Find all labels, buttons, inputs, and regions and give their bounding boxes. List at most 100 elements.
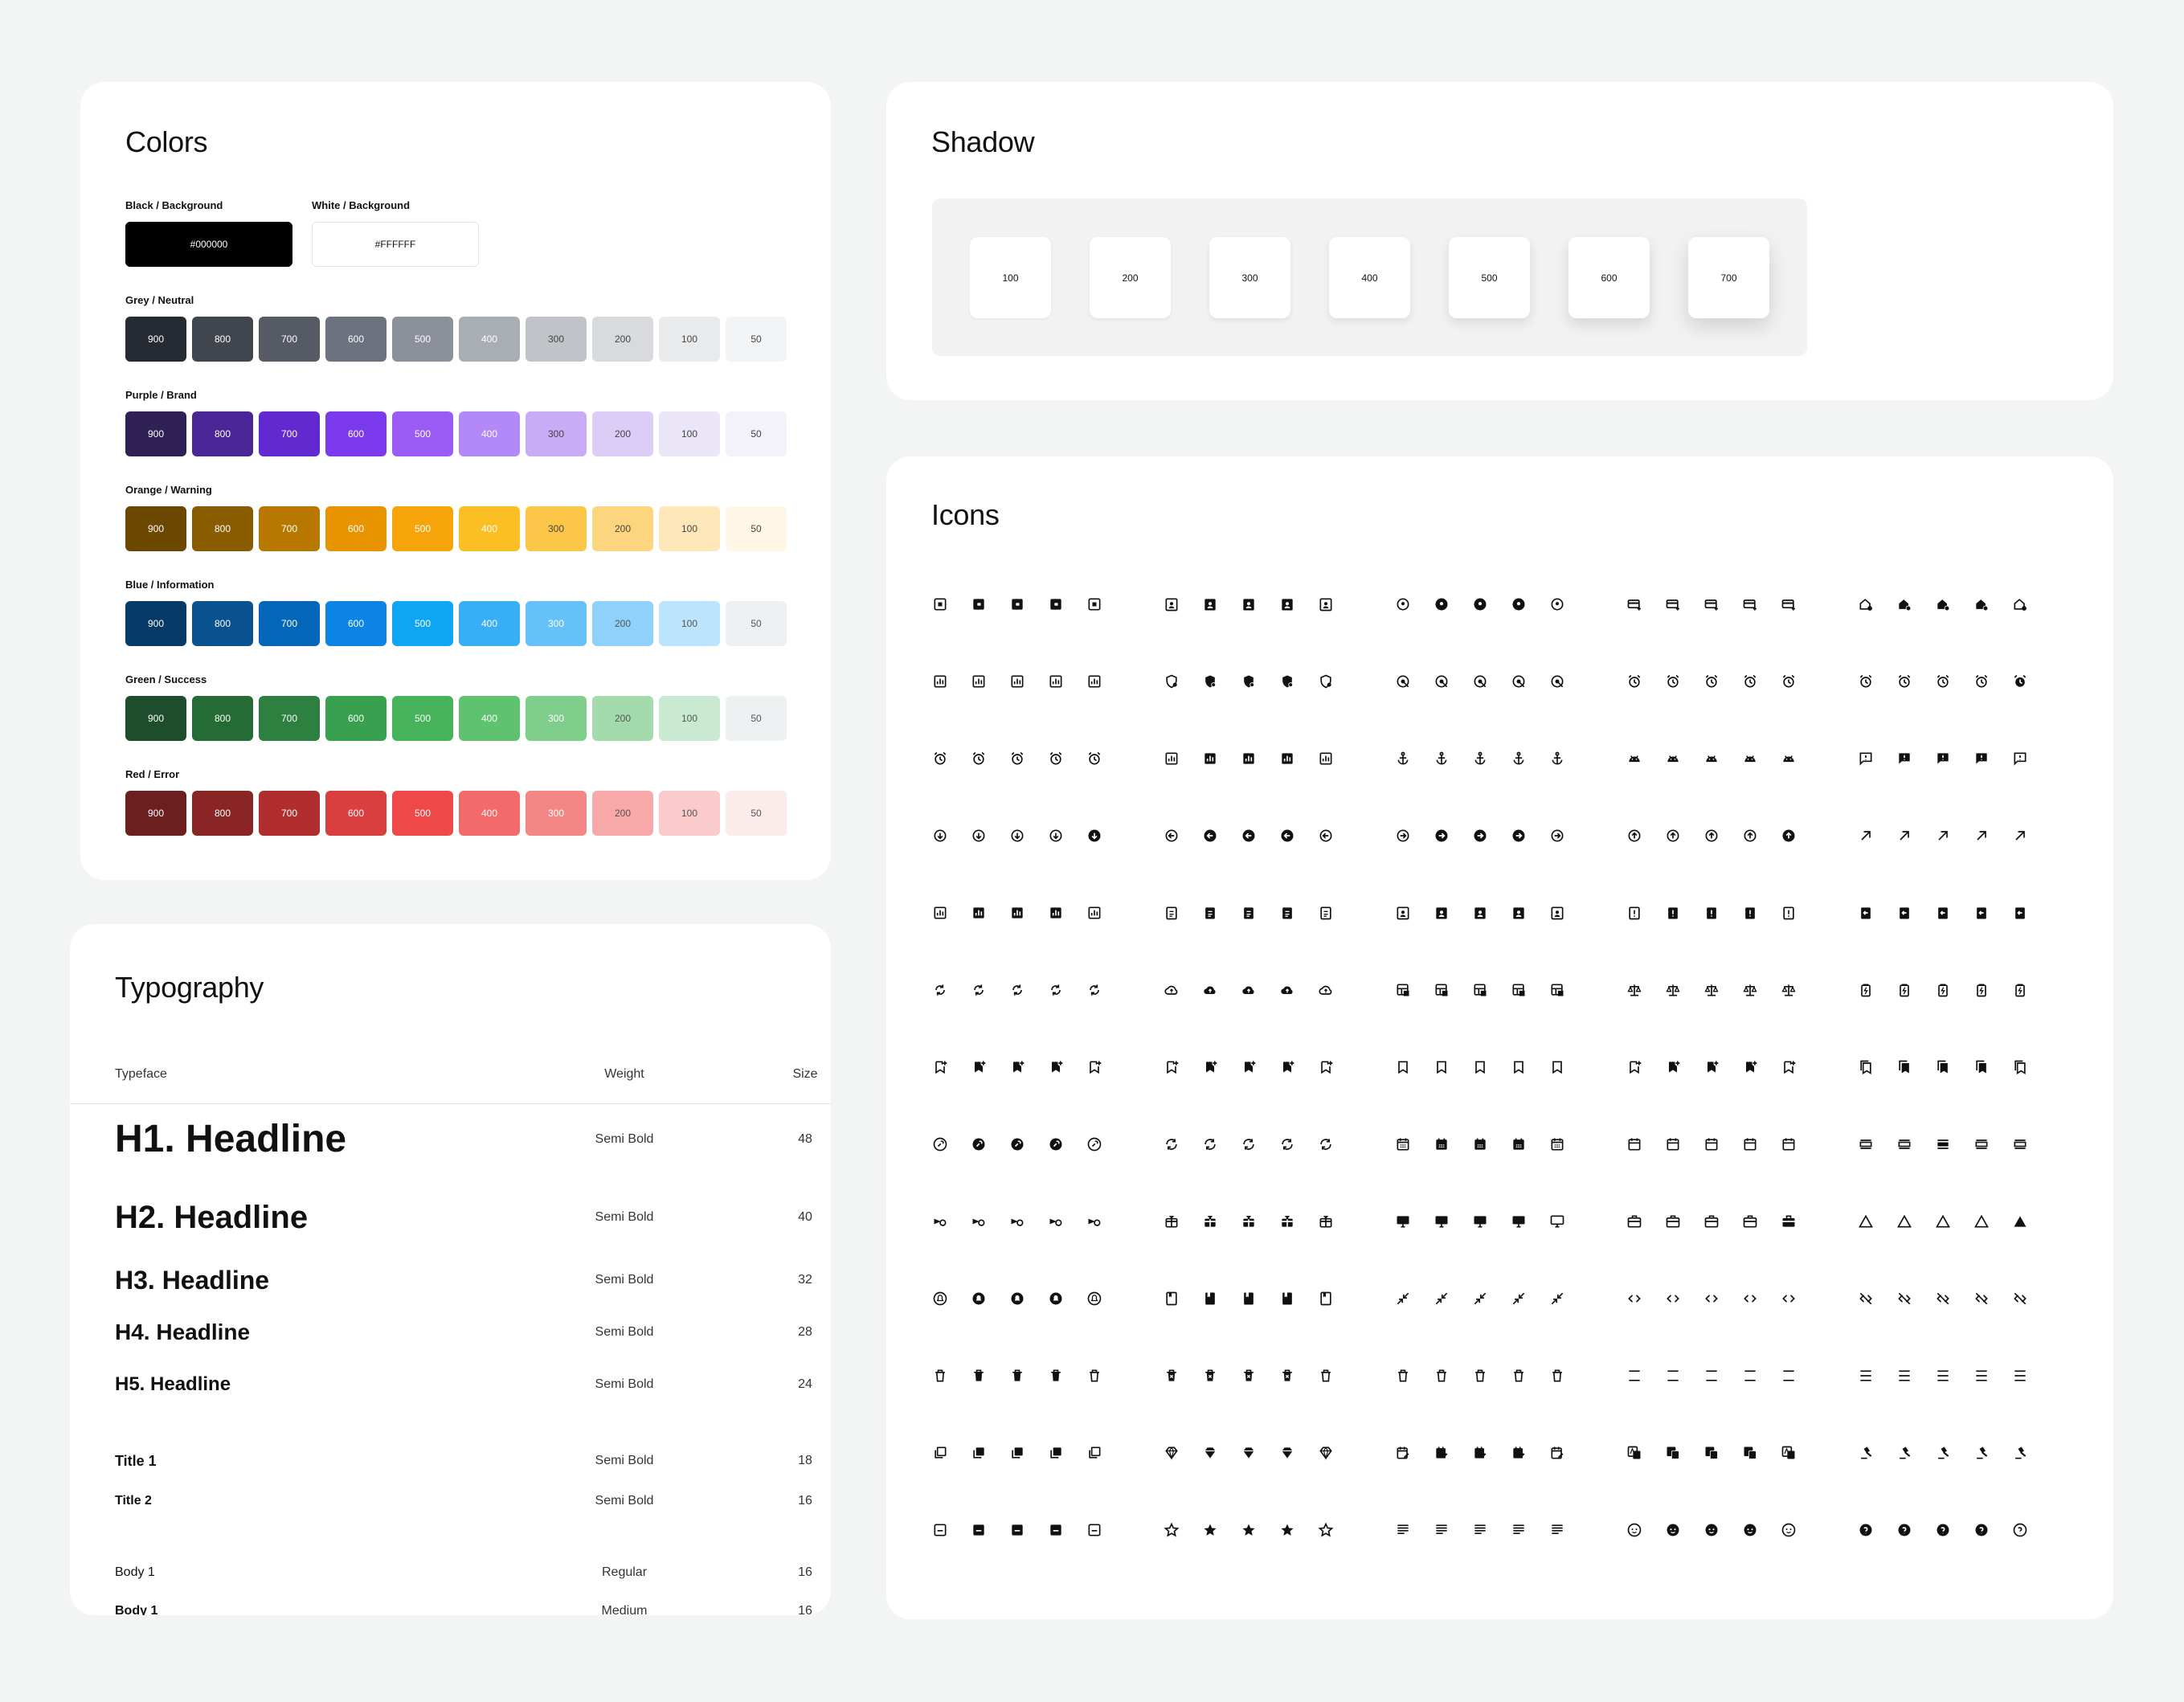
color-swatch[interactable]: 100 xyxy=(659,506,720,551)
color-swatch[interactable]: 700 xyxy=(259,506,320,551)
code-icon[interactable] xyxy=(1665,1291,1681,1307)
color-swatch[interactable]: 300 xyxy=(526,601,587,646)
alarm-off-icon[interactable] xyxy=(971,751,987,767)
battery-icon[interactable] xyxy=(2012,982,2028,998)
arrow-circle-right-icon[interactable] xyxy=(1511,828,1527,844)
star-icon[interactable] xyxy=(1318,1522,1334,1538)
announcement-icon[interactable] xyxy=(1973,751,1990,767)
delete-icon[interactable] xyxy=(1086,1368,1102,1384)
cached-icon[interactable] xyxy=(1318,1136,1334,1152)
add-card-icon[interactable] xyxy=(1781,596,1797,612)
backup-table-icon[interactable] xyxy=(1549,982,1565,998)
edit-calendar-icon[interactable] xyxy=(1549,1445,1565,1461)
desktop-icon[interactable] xyxy=(1549,1213,1565,1229)
alarm-off-icon[interactable] xyxy=(932,751,948,767)
assignment-return-icon[interactable] xyxy=(1935,905,1951,921)
close-fullscreen-icon[interactable] xyxy=(1395,1291,1411,1307)
assignment-return-icon[interactable] xyxy=(1973,905,1990,921)
color-swatch[interactable]: 400 xyxy=(459,317,520,362)
edit-calendar-icon[interactable] xyxy=(1395,1445,1411,1461)
camera-indoor-icon[interactable] xyxy=(1086,1213,1102,1229)
g-translate-icon[interactable] xyxy=(1781,1445,1797,1461)
bookmarks-icon[interactable] xyxy=(1896,1059,1912,1075)
color-swatch[interactable]: 100 xyxy=(659,317,720,362)
gavel-icon[interactable] xyxy=(1896,1445,1912,1461)
alarm-clock-icon[interactable] xyxy=(1858,673,1874,689)
camera-indoor-icon[interactable] xyxy=(971,1213,987,1229)
edit-calendar-icon[interactable] xyxy=(1434,1445,1450,1461)
density-medium-icon[interactable] xyxy=(1935,1368,1951,1384)
assignment-icon[interactable] xyxy=(1279,905,1295,921)
arrow-circle-down-icon[interactable] xyxy=(1009,828,1025,844)
bookmark-added-icon[interactable] xyxy=(1164,1059,1180,1075)
assignment-ind-icon[interactable] xyxy=(1472,905,1488,921)
delete-forever-icon[interactable] xyxy=(1241,1368,1257,1384)
account-circle-icon[interactable] xyxy=(1511,596,1527,612)
arrow-outward-icon[interactable] xyxy=(1858,828,1874,844)
density-large-icon[interactable] xyxy=(1781,1368,1797,1384)
close-fullscreen-icon[interactable] xyxy=(1549,1291,1565,1307)
balance-icon[interactable] xyxy=(1626,982,1642,998)
color-swatch[interactable]: 300 xyxy=(526,317,587,362)
cached-icon[interactable] xyxy=(1241,1136,1257,1152)
calendar-month-icon[interactable] xyxy=(1472,1136,1488,1152)
announcement-icon[interactable] xyxy=(1858,751,1874,767)
color-swatch[interactable]: 900 xyxy=(125,791,186,836)
analytics-icon[interactable] xyxy=(1202,751,1218,767)
color-swatch[interactable]: 900 xyxy=(125,601,186,646)
work-icon[interactable] xyxy=(1703,1213,1720,1229)
desktop-icon[interactable] xyxy=(1434,1213,1450,1229)
code-icon[interactable] xyxy=(1626,1291,1642,1307)
assignment-late-icon[interactable] xyxy=(1781,905,1797,921)
add-moderator-icon[interactable] xyxy=(1202,673,1218,689)
color-swatch[interactable]: 600 xyxy=(325,601,386,646)
adjust-icon[interactable] xyxy=(1395,673,1411,689)
color-swatch[interactable]: 600 xyxy=(325,791,386,836)
balance-icon[interactable] xyxy=(1781,982,1797,998)
bookmark-icon[interactable] xyxy=(1434,1059,1450,1075)
calendar-today-icon[interactable] xyxy=(1781,1136,1797,1152)
cached-icon[interactable] xyxy=(1279,1136,1295,1152)
account-box-icon[interactable] xyxy=(1318,596,1334,612)
bookmark-icon[interactable] xyxy=(1395,1059,1411,1075)
star-icon[interactable] xyxy=(1164,1522,1180,1538)
class-icon[interactable] xyxy=(1318,1291,1334,1307)
bookmark-remove-icon[interactable] xyxy=(1703,1059,1720,1075)
edit-calendar-icon[interactable] xyxy=(1472,1445,1488,1461)
color-swatch[interactable]: 800 xyxy=(192,601,253,646)
color-swatch[interactable]: 50 xyxy=(726,506,787,551)
assignment-ind-icon[interactable] xyxy=(1395,905,1411,921)
change-history-icon[interactable] xyxy=(1858,1213,1874,1229)
bookmarks-icon[interactable] xyxy=(1973,1059,1990,1075)
color-swatch[interactable]: 200 xyxy=(592,411,653,456)
account-circle-icon[interactable] xyxy=(1395,596,1411,612)
delete-icon[interactable] xyxy=(932,1368,948,1384)
color-swatch[interactable]: 50 xyxy=(726,696,787,741)
star-icon[interactable] xyxy=(1202,1522,1218,1538)
density-large-icon[interactable] xyxy=(1665,1368,1681,1384)
analytics-icon[interactable] xyxy=(1241,751,1257,767)
anchor-icon[interactable] xyxy=(1549,751,1565,767)
backup-table-icon[interactable] xyxy=(1395,982,1411,998)
calendar-month-icon[interactable] xyxy=(1395,1136,1411,1152)
calendar-month-icon[interactable] xyxy=(1511,1136,1527,1152)
arrow-outward-icon[interactable] xyxy=(1935,828,1951,844)
color-swatch[interactable]: 500 xyxy=(392,791,453,836)
arrow-circle-down-icon[interactable] xyxy=(971,828,987,844)
dynamic-feed-icon[interactable] xyxy=(1086,1445,1102,1461)
assignment-late-icon[interactable] xyxy=(1665,905,1681,921)
analytics-icon[interactable] xyxy=(1318,751,1334,767)
star-icon[interactable] xyxy=(1241,1522,1257,1538)
arrow-circle-up-icon[interactable] xyxy=(1626,828,1642,844)
adjust-icon[interactable] xyxy=(1472,673,1488,689)
card-giftcard-icon[interactable] xyxy=(1279,1213,1295,1229)
delete-outline-icon[interactable] xyxy=(1395,1368,1411,1384)
assessment-icon[interactable] xyxy=(1086,905,1102,921)
backup-icon[interactable] xyxy=(1202,982,1218,998)
alarm-clock-icon[interactable] xyxy=(2012,673,2028,689)
calendar-today-icon[interactable] xyxy=(1742,1136,1758,1152)
anchor-icon[interactable] xyxy=(1472,751,1488,767)
bookmark-add-icon[interactable] xyxy=(932,1059,948,1075)
work-icon[interactable] xyxy=(1781,1213,1797,1229)
class-icon[interactable] xyxy=(1241,1291,1257,1307)
